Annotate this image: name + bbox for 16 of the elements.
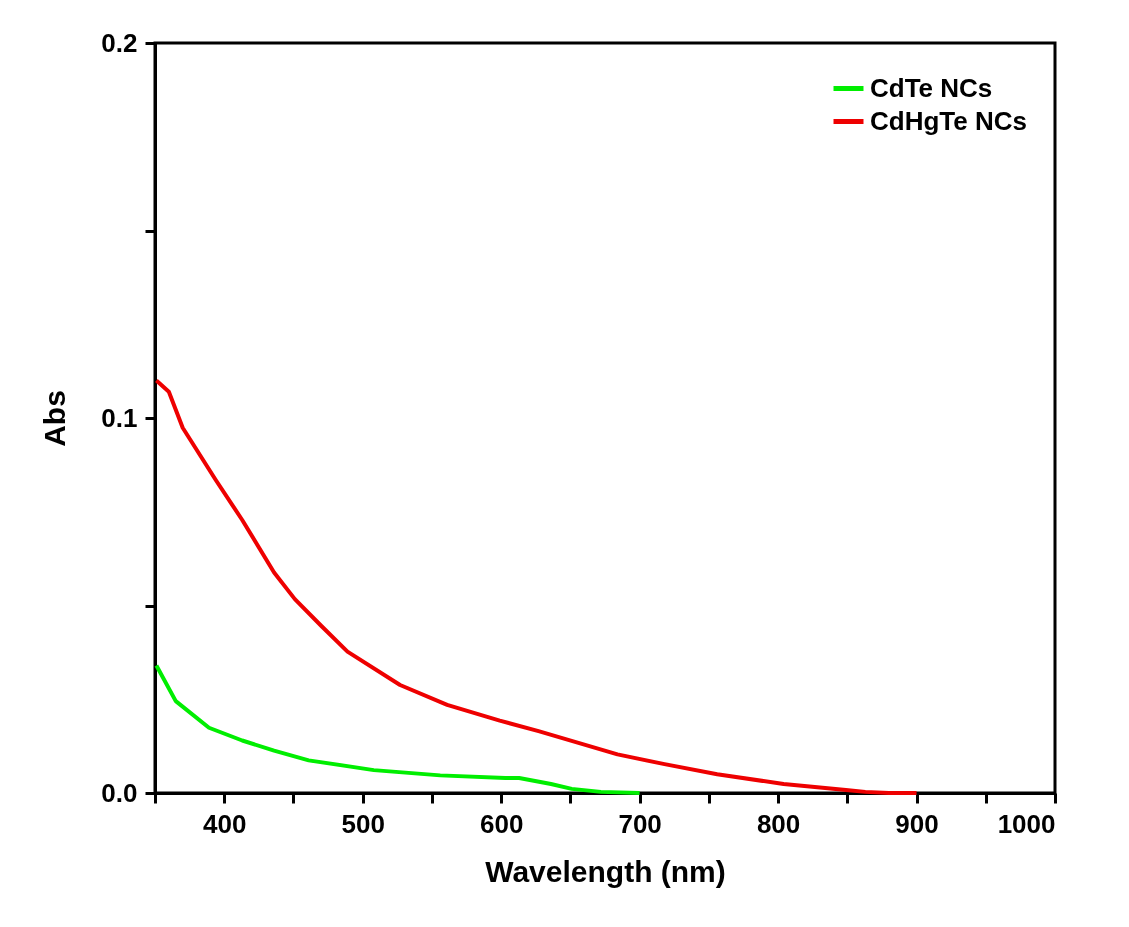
line-series [154,378,919,795]
y-tick-label: 0.0 [101,777,138,808]
legend-label: CdHgTe NCs [870,105,1027,136]
x-tick-label: 400 [203,808,247,839]
x-tick-label: 1000 [997,808,1056,839]
x-tick-label: 600 [479,808,524,839]
x-tick-label: 900 [895,808,939,839]
line-series [154,663,642,795]
x-tick-label: 700 [618,808,662,839]
y-axis-title: Abs [38,390,72,447]
x-tick-label: 500 [341,808,385,839]
x-axis-title: Wavelength (nm) [485,854,726,888]
y-tick-label: 0.1 [101,402,138,433]
legend-label: CdTe NCs [870,72,993,103]
x-tick-label: 800 [756,808,801,839]
y-tick-label: 0.2 [101,27,138,58]
